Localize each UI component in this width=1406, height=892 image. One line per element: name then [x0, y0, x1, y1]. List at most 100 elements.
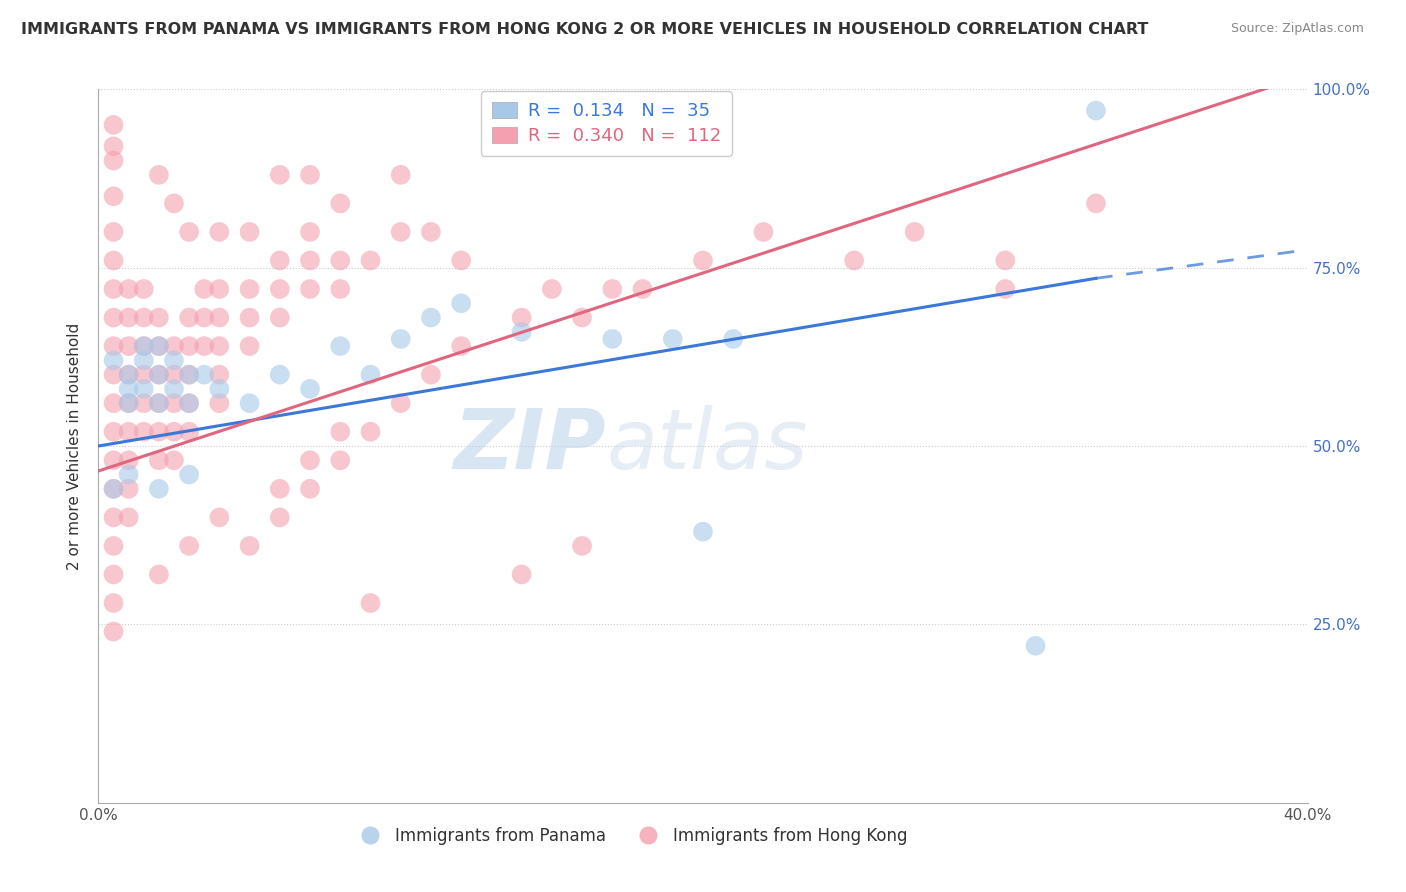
Point	[299, 382, 322, 396]
Point	[239, 396, 262, 410]
Point	[269, 253, 291, 268]
Point	[239, 225, 262, 239]
Point	[723, 332, 745, 346]
Point	[148, 396, 170, 410]
Point	[148, 453, 170, 467]
Point	[389, 225, 412, 239]
Point	[118, 339, 141, 353]
Point	[103, 453, 125, 467]
Point	[329, 253, 352, 268]
Point	[602, 282, 624, 296]
Point	[208, 282, 231, 296]
Point	[179, 368, 201, 382]
Point	[132, 368, 155, 382]
Point	[179, 339, 201, 353]
Point	[103, 153, 125, 168]
Point	[148, 339, 170, 353]
Point	[148, 425, 170, 439]
Legend: Immigrants from Panama, Immigrants from Hong Kong: Immigrants from Panama, Immigrants from …	[347, 821, 914, 852]
Point	[163, 353, 186, 368]
Text: IMMIGRANTS FROM PANAMA VS IMMIGRANTS FROM HONG KONG 2 OR MORE VEHICLES IN HOUSEH: IMMIGRANTS FROM PANAMA VS IMMIGRANTS FRO…	[21, 22, 1149, 37]
Point	[179, 396, 201, 410]
Point	[420, 225, 443, 239]
Point	[148, 368, 170, 382]
Point	[103, 353, 125, 368]
Point	[994, 253, 1017, 268]
Point	[692, 253, 714, 268]
Point	[329, 339, 352, 353]
Text: ZIP: ZIP	[454, 406, 606, 486]
Point	[602, 332, 624, 346]
Point	[1024, 639, 1046, 653]
Point	[540, 282, 562, 296]
Point	[103, 539, 125, 553]
Point	[103, 225, 125, 239]
Point	[163, 453, 186, 467]
Point	[132, 382, 155, 396]
Point	[118, 396, 141, 410]
Point	[193, 282, 215, 296]
Point	[299, 282, 322, 296]
Point	[118, 368, 141, 382]
Point	[148, 482, 170, 496]
Point	[239, 282, 262, 296]
Point	[118, 453, 141, 467]
Point	[269, 482, 291, 496]
Point	[389, 332, 412, 346]
Point	[1085, 103, 1108, 118]
Point	[661, 332, 683, 346]
Point	[844, 253, 866, 268]
Point	[193, 368, 215, 382]
Point	[103, 396, 125, 410]
Point	[299, 482, 322, 496]
Point	[420, 368, 443, 382]
Point	[103, 189, 125, 203]
Point	[329, 453, 352, 467]
Point	[329, 282, 352, 296]
Point	[132, 353, 155, 368]
Point	[179, 310, 201, 325]
Point	[389, 168, 412, 182]
Point	[450, 339, 472, 353]
Point	[118, 425, 141, 439]
Point	[208, 339, 231, 353]
Point	[118, 482, 141, 496]
Point	[179, 425, 201, 439]
Point	[132, 282, 155, 296]
Point	[118, 310, 141, 325]
Point	[103, 118, 125, 132]
Point	[389, 396, 412, 410]
Point	[103, 567, 125, 582]
Point	[103, 310, 125, 325]
Point	[269, 282, 291, 296]
Point	[208, 510, 231, 524]
Point	[163, 382, 186, 396]
Point	[132, 339, 155, 353]
Point	[360, 253, 382, 268]
Point	[692, 524, 714, 539]
Point	[299, 225, 322, 239]
Point	[118, 282, 141, 296]
Point	[118, 368, 141, 382]
Point	[103, 624, 125, 639]
Point	[510, 567, 533, 582]
Point	[450, 296, 472, 310]
Point	[179, 467, 201, 482]
Point	[208, 225, 231, 239]
Point	[510, 325, 533, 339]
Point	[179, 396, 201, 410]
Point	[269, 510, 291, 524]
Point	[148, 396, 170, 410]
Point	[1085, 196, 1108, 211]
Point	[208, 310, 231, 325]
Point	[148, 168, 170, 182]
Point	[239, 539, 262, 553]
Point	[103, 482, 125, 496]
Point	[163, 196, 186, 211]
Point	[631, 282, 654, 296]
Point	[148, 310, 170, 325]
Point	[103, 282, 125, 296]
Y-axis label: 2 or more Vehicles in Household: 2 or more Vehicles in Household	[67, 322, 83, 570]
Point	[208, 382, 231, 396]
Point	[118, 396, 141, 410]
